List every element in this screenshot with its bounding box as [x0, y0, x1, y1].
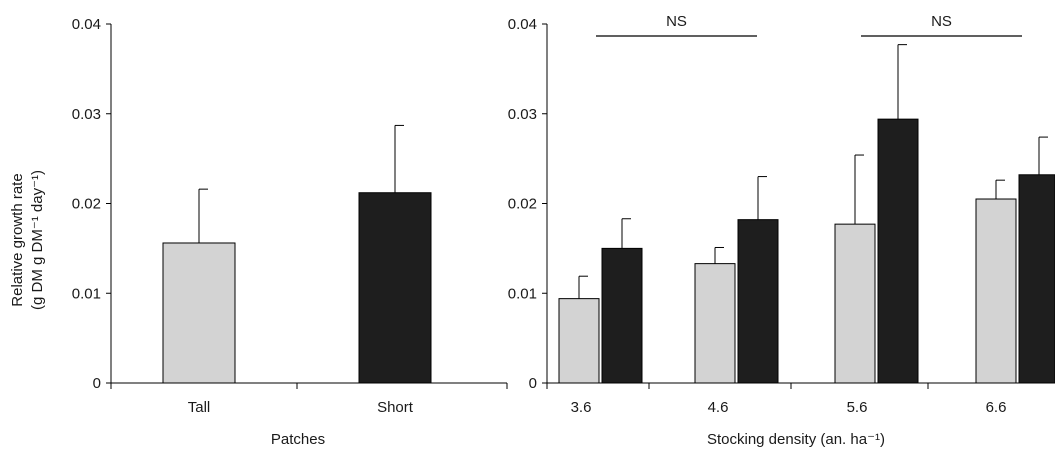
patches-y-tick-label-4: 0.04: [72, 16, 101, 33]
patches-x-tick-label-short: Short: [377, 399, 414, 416]
patches-y-axis-label-line2: (g DM g DM⁻¹ day⁻¹): [29, 170, 46, 310]
ns-label-1: NS: [666, 13, 687, 30]
significance-annotations: NS NS: [596, 13, 1022, 37]
stocking-density-x-tick-label-6-6: 6.6: [986, 399, 1007, 416]
bar-6.6-series-2: [1018, 174, 1055, 384]
bar-5.6-series-1: [834, 223, 876, 384]
patches-y-tick-label-1: 0.01: [72, 285, 101, 302]
bar-tall: [162, 242, 236, 384]
stocking-density-y-ticks: 0 0.01 0.02 0.03 0.04: [508, 16, 547, 392]
patches-x-axis-label: Patches: [271, 431, 325, 448]
ns-label-2: NS: [931, 13, 952, 30]
stocking-density-x-tick-label-3-6: 3.6: [571, 399, 592, 416]
patches-y-ticks: 0 0.01 0.02 0.03 0.04: [72, 16, 111, 392]
stocking-density-x-ticks: 3.6 4.6 5.6 6.6: [546, 383, 1007, 416]
patches-x-tick-label-tall: Tall: [188, 399, 211, 416]
stocking-density-x-axis-label: Stocking density (an. ha⁻¹): [707, 431, 885, 448]
bar-4.6-series-2: [737, 219, 779, 384]
patches-y-tick-label-2: 0.02: [72, 196, 101, 213]
patches-y-tick-label-0: 0: [93, 375, 101, 392]
bar-4.6-series-1: [694, 263, 736, 384]
patches-x-ticks: Tall Short: [110, 383, 508, 416]
patches-bars: [162, 124, 432, 384]
stocking-density-y-tick-label-3: 0.03: [508, 106, 537, 123]
patches-y-tick-label-3: 0.03: [72, 106, 101, 123]
bar-3.6-series-1: [558, 298, 600, 384]
bar-short: [358, 192, 432, 384]
stocking-density-bars: [558, 44, 1055, 384]
panel-patches: 0 0.01 0.02 0.03 0.04 Tall Short Relative gro…: [9, 16, 508, 448]
bar-5.6-series-2: [877, 118, 919, 384]
bar-6.6-series-1: [975, 198, 1017, 384]
stocking-density-y-tick-label-4: 0.04: [508, 16, 537, 33]
patches-y-axis-label-line1: Relative growth rate: [9, 173, 26, 306]
stocking-density-y-tick-label-1: 0.01: [508, 285, 537, 302]
stocking-density-x-tick-label-4-6: 4.6: [708, 399, 729, 416]
stocking-density-x-tick-label-5-6: 5.6: [847, 399, 868, 416]
stocking-density-y-tick-label-0: 0: [529, 375, 537, 392]
stocking-density-y-tick-label-2: 0.02: [508, 196, 537, 213]
bar-3.6-series-2: [601, 247, 643, 384]
panel-stocking-density: 0 0.01 0.02 0.03 0.04 3.6 4.6 5.6 6.6 NS NS Stoc…: [508, 13, 1055, 448]
